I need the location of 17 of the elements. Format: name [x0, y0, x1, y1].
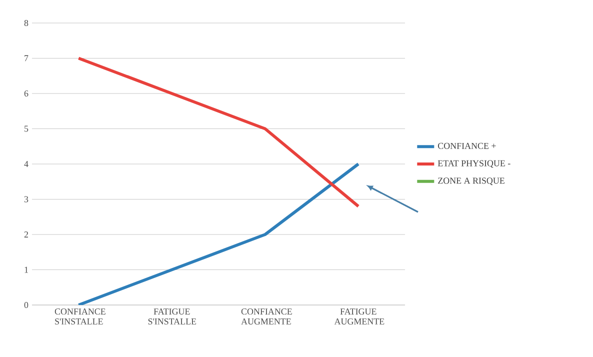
y-tick-label: 1 — [24, 266, 28, 273]
y-tick-label: 4 — [24, 161, 28, 167]
y-tick-label: 6 — [24, 90, 28, 97]
y-tick-label: 2 — [24, 232, 28, 238]
legend-label: ETAT PHYSIQUE - — [438, 160, 510, 168]
line-series — [77, 56, 360, 208]
x-tick-label: CONFIANCE S'INSTALLE — [54, 308, 106, 325]
y-tick-label: 7 — [24, 55, 28, 62]
x-tick-label: FATIGUE S'INSTALLE — [148, 308, 196, 325]
x-tick-label: CONFIANCE AUGMENTE — [241, 308, 292, 325]
y-tick-label: 8 — [24, 20, 28, 26]
y-tick-label: 0 — [24, 302, 28, 308]
y-tick-label: 3 — [24, 196, 28, 202]
y-tick-label: 5 — [24, 126, 28, 132]
legend-label: CONFIANCE + — [438, 142, 496, 149]
x-tick-label: FATIGUE AUGMENTE — [334, 308, 384, 325]
legend-label: ZONE A RISQUE — [438, 178, 504, 186]
